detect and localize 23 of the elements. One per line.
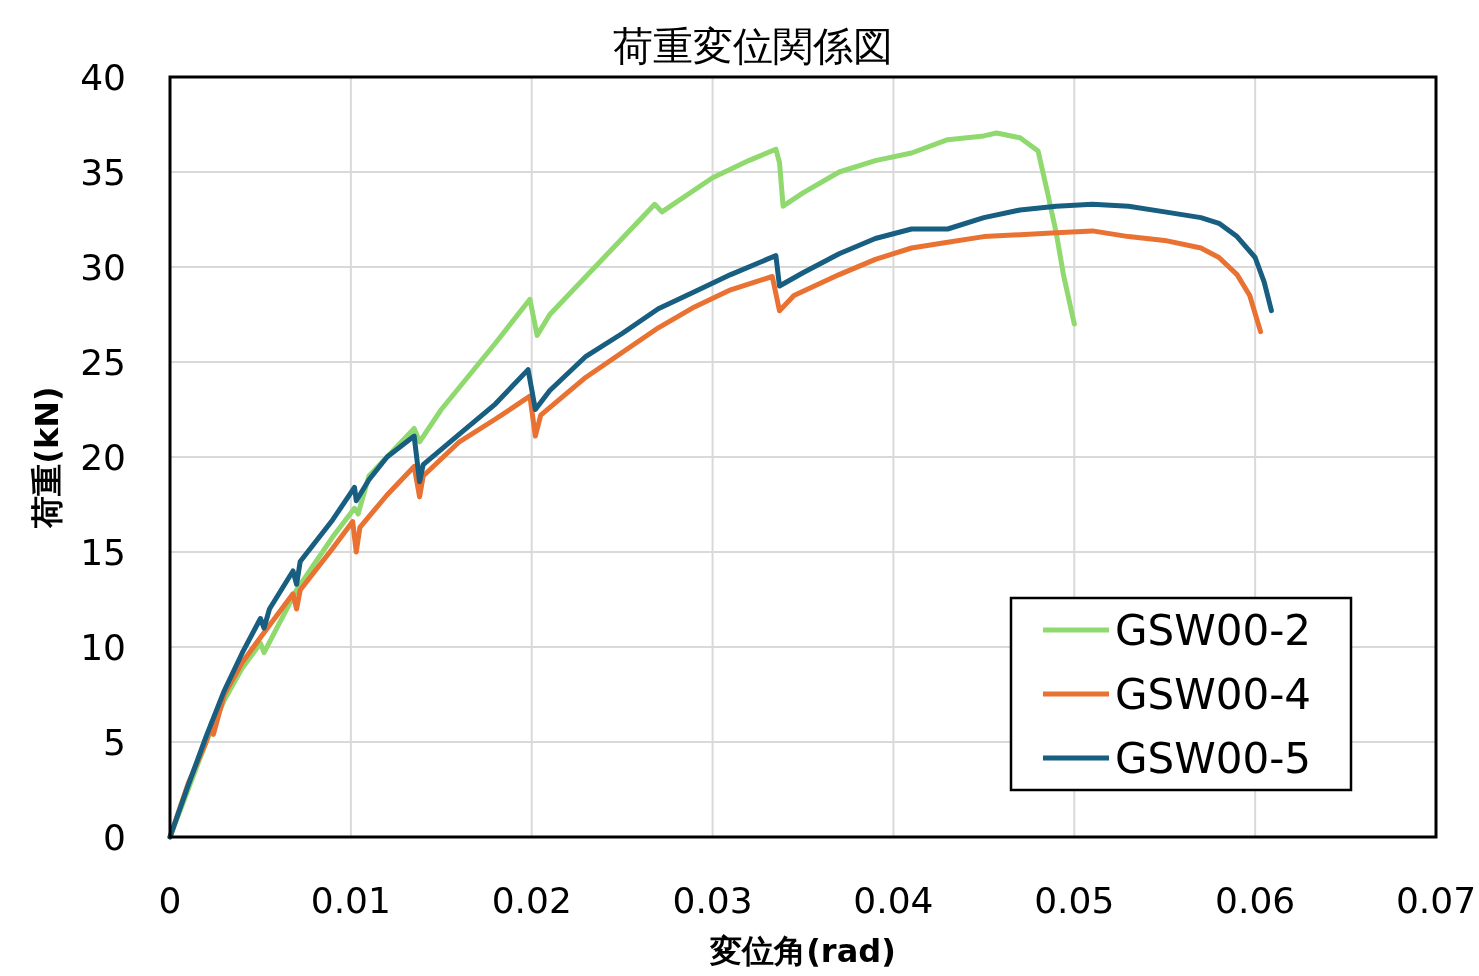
y-tick-label: 5: [103, 722, 126, 763]
y-tick-label: 20: [80, 437, 126, 478]
y-axis-title: 荷重(kN): [28, 386, 66, 529]
x-tick-label: 0.06: [1215, 880, 1296, 921]
legend-label: GSW00-2: [1115, 606, 1312, 655]
y-tick-label: 10: [80, 627, 126, 668]
legend-label: GSW00-4: [1115, 670, 1312, 719]
x-tick-label: 0.05: [1034, 880, 1115, 921]
y-tick-label: 0: [103, 817, 126, 858]
x-tick-label: 0.03: [672, 880, 753, 921]
chart-title: 荷重変位関係図: [613, 23, 893, 69]
y-tick-label: 25: [80, 342, 126, 383]
x-tick-label: 0.04: [853, 880, 934, 921]
y-tick-label: 35: [80, 152, 126, 193]
x-axis-title: 変位角(rad): [709, 932, 896, 970]
y-tick-label: 30: [80, 247, 126, 288]
x-tick-label: 0.01: [310, 880, 391, 921]
legend-label: GSW00-5: [1115, 734, 1312, 783]
x-tick-label: 0.07: [1395, 880, 1477, 921]
x-tick-label: 0.02: [491, 880, 572, 921]
x-tick-label: 0: [158, 880, 182, 921]
y-tick-label: 15: [80, 532, 126, 573]
y-tick-label: 40: [80, 57, 126, 98]
